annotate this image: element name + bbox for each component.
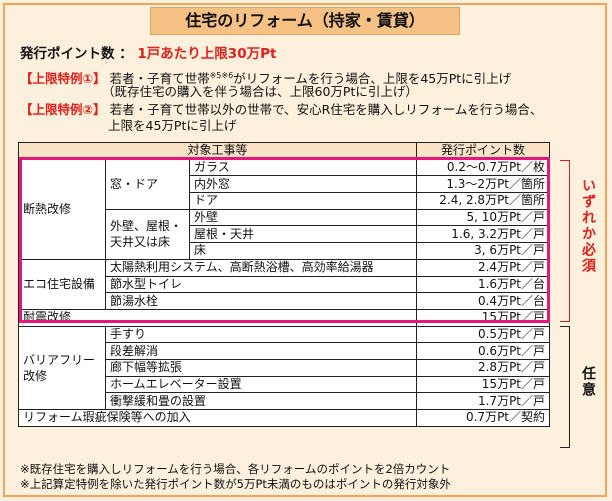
pts-inner-window: 1.3～2万Pt／箇所 [416, 175, 551, 194]
item-outer-wall: 外壁 [188, 208, 418, 227]
cat-seismic: 耐震改修 [17, 308, 418, 327]
optional-bracket [560, 326, 570, 448]
cat-barrier: バリアフリー改修 [18, 325, 106, 411]
item-solar: 太陽熱利用システム、高断熱浴槽、高効率給湯器 [104, 258, 418, 277]
points-sep: ： [119, 46, 133, 62]
pts-roof: 1.6, 3.2万Pt／戸 [416, 225, 551, 244]
item-floor: 床 [188, 242, 418, 260]
item-toilet: 節水型トイレ [104, 275, 418, 294]
table-row: 屋根・天井 1.6, 3.2万Pt／戸 [19, 225, 551, 244]
table-row: 内外窓 1.3～2万Pt／箇所 [19, 175, 551, 194]
table-row: ホームエレベーター設置 15万Pt／戸 [19, 375, 551, 394]
item-door: ドア [188, 192, 418, 210]
header-work: 対象工事等 [17, 142, 418, 160]
note-2: ※上記算定特例を除いた発行ポイント数が5万Pt未満のものはポイントの発行対象外 [20, 477, 451, 491]
table-header: 対象工事等 発行ポイント数 [17, 142, 551, 160]
special-1-text2: がリフォームを行う場合、上限を45万Ptに引上げ [233, 71, 512, 87]
cat-eco: エコ住宅設備 [18, 258, 106, 310]
pts-solar: 2.4万Pt／戸 [416, 258, 551, 277]
table-row: エコ住宅設備 太陽熱利用システム、高断熱浴槽、高効率給湯器 2.4万Pt／戸 [18, 258, 551, 310]
table-row: 節湯水栓 0.4万Pt／台 [19, 292, 551, 310]
pts-handrail: 0.5万Pt／戸 [416, 325, 551, 344]
table-row: 廊下幅等拡張 2.8万Pt／戸 [19, 358, 551, 377]
item-floor-mat: 衝撃緩和畳の設置 [104, 392, 418, 410]
pts-insurance: 0.7万Pt／契約 [416, 409, 551, 427]
pts-floor-mat: 1.7万Pt／戸 [416, 392, 551, 410]
points-value: 1戸あたり上限30万Pt [137, 46, 277, 62]
item-hallway: 廊下幅等拡張 [104, 358, 418, 377]
item-faucet: 節湯水栓 [104, 292, 418, 310]
sub-window-door: 窓・ドア [105, 158, 190, 210]
renovation-table: 対象工事等 発行ポイント数 断熱改修 窓・ドア ガラス 0.2～0.7万Pt／枚… [17, 142, 551, 427]
item-roof: 屋根・天井 [188, 225, 418, 244]
table-row: リフォーム瑕疵保険等への加入 0.7万Pt／契約 [17, 409, 551, 427]
pts-faucet: 0.4万Pt／台 [416, 292, 551, 310]
page-title: 住宅のリフォーム（持家・賃貸） [150, 7, 460, 35]
special-1-tag: 【上限特例①】 [20, 71, 106, 87]
item-inner-window: 内外窓 [188, 175, 418, 194]
cat-insurance: リフォーム瑕疵保険等への加入 [17, 409, 418, 427]
special-2: 【上限特例②】 若者・子育て世帯以外の世帯で、安心R住宅を購入しリフォームを行う… [20, 102, 542, 118]
table-row: 耐震改修 15万Pt／戸 [17, 308, 551, 327]
special-1: 【上限特例①】 若者・子育て世帯※5※6がリフォームを行う場合、上限を45万Pt… [20, 68, 511, 87]
item-step: 段差解消 [104, 342, 418, 360]
sub-walls: 外壁、屋根・天井又は床 [105, 208, 190, 260]
pts-door: 2.4, 2.8万Pt／箇所 [416, 192, 551, 210]
table-row: バリアフリー改修 手すり 0.5万Pt／戸 [18, 325, 551, 411]
special-1-text: 若者・子育て世帯 [109, 71, 210, 87]
cat-insulation: 断熱改修 [18, 158, 106, 260]
points-label: 発行ポイント数 [20, 46, 115, 62]
table-row: 断熱改修 窓・ドア ガラス 0.2～0.7万Pt／枚 [18, 158, 551, 260]
table-row: 外壁、屋根・天井又は床 外壁 5, 10万Pt／戸 [19, 208, 551, 260]
pts-step: 0.6万Pt／戸 [416, 342, 551, 360]
special-2-text: 若者・子育て世帯以外の世帯で、安心R住宅を購入しリフォームを行う場合、 [109, 102, 543, 117]
pts-seismic: 15万Pt／戸 [416, 308, 551, 327]
table-row: 衝撃緩和畳の設置 1.7万Pt／戸 [19, 392, 551, 410]
points-line: 発行ポイント数 ： 1戸あたり上限30万Pt [20, 46, 276, 62]
special-2-text2: 上限を45万Ptに引上げ [108, 118, 237, 133]
pts-elevator: 15万Pt／戸 [416, 375, 551, 394]
special-1-sub: （既存住宅の購入を伴う場合は、上限60万Ptに引上げ） [102, 84, 418, 99]
item-handrail: 手すり [104, 325, 418, 344]
pts-floor: 3, 6万Pt／戸 [416, 242, 551, 260]
required-label: いずれか必須 [580, 178, 596, 274]
note-1: ※既存住宅を購入しリフォームを行う場合、各リフォームのポイントを2倍カウント [20, 462, 451, 476]
pts-toilet: 1.6万Pt／台 [416, 275, 551, 294]
item-elevator: ホームエレベーター設置 [104, 375, 418, 394]
optional-label: 任意 [580, 366, 596, 398]
header-points: 発行ポイント数 [416, 142, 551, 160]
pts-hallway: 2.8万Pt／戸 [416, 358, 551, 377]
special-2-tag: 【上限特例②】 [20, 102, 106, 117]
pts-outer-wall: 5, 10万Pt／戸 [416, 208, 551, 227]
item-glass: ガラス [188, 158, 418, 177]
required-bracket [560, 160, 570, 322]
special-1-sup: ※5※6 [209, 71, 234, 80]
pts-glass: 0.2～0.7万Pt／枚 [416, 158, 551, 177]
